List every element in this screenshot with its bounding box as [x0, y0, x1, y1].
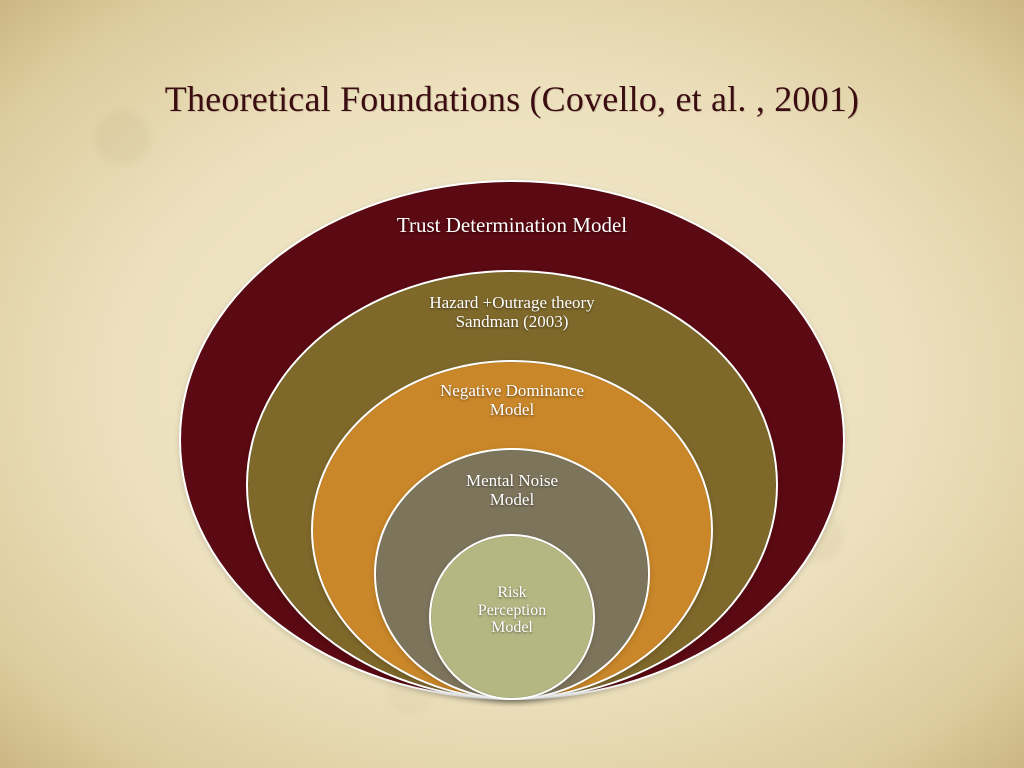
- ring-label-4: RiskPerceptionModel: [478, 584, 546, 637]
- ring-label-line1: Hazard +Outrage theory: [429, 293, 594, 312]
- ring-label-line1: Risk: [497, 584, 526, 601]
- ring-label-line1: Trust Determination Model: [397, 213, 627, 237]
- ring-label-2: Negative DominanceModel: [440, 382, 584, 419]
- title-text: Theoretical Foundations (Covello, et al.…: [165, 79, 859, 119]
- slide-title: Theoretical Foundations (Covello, et al.…: [0, 78, 1024, 120]
- ring-label-line2: Model: [466, 491, 558, 510]
- ring-label-line2: Model: [440, 401, 584, 420]
- stacked-venn-diagram: Trust Determination Model Hazard +Outrage…: [179, 178, 845, 700]
- ring-label-line1: Negative Dominance: [440, 381, 584, 400]
- ring-4: RiskPerceptionModel: [429, 534, 595, 700]
- ring-label-line2: Perception: [478, 602, 546, 620]
- ring-label-0: Trust Determination Model: [397, 214, 627, 237]
- ring-label-line2: Sandman (2003): [429, 313, 594, 332]
- ring-label-line1: Mental Noise: [466, 471, 558, 490]
- ring-label-1: Hazard +Outrage theorySandman (2003): [429, 294, 594, 331]
- ring-label-3: Mental NoiseModel: [466, 472, 558, 509]
- ring-label-line2: Model: [478, 619, 546, 637]
